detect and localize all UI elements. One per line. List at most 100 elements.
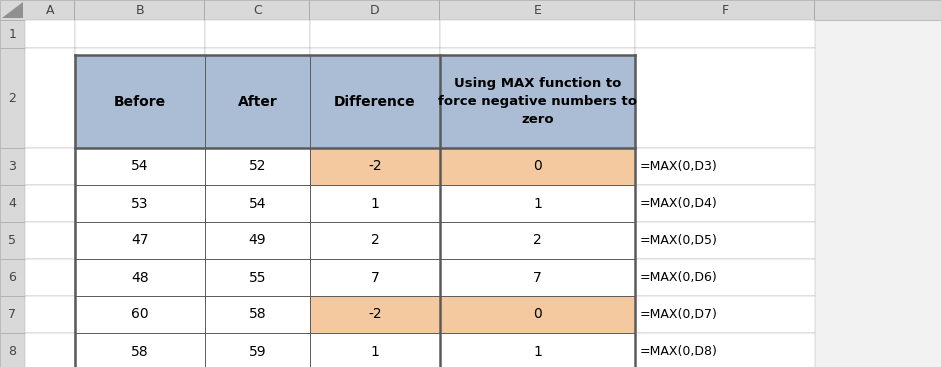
Bar [205,259,310,296]
Bar [75,20,205,48]
Bar [310,148,440,185]
Text: A: A [46,4,55,17]
Bar [205,185,310,222]
Bar [635,333,815,367]
Polygon shape [2,2,23,18]
Bar [440,20,635,48]
Bar [440,185,635,222]
Text: =MAX(0,D6): =MAX(0,D6) [640,271,718,284]
Text: =MAX(0,D3): =MAX(0,D3) [640,160,718,173]
Bar [0,296,25,333]
Bar [25,296,75,333]
Text: 54: 54 [131,160,149,174]
Bar [75,222,205,259]
Text: After: After [238,94,278,109]
Bar [310,222,440,259]
Bar [635,185,815,222]
Bar [205,148,310,185]
Bar [75,185,205,222]
Text: 0: 0 [534,308,542,321]
Bar [0,259,25,296]
Bar [205,20,310,48]
Bar [440,148,635,185]
Bar [205,48,310,148]
Bar [440,48,635,148]
Bar [205,148,310,185]
Bar [310,296,440,333]
Text: C: C [253,4,262,17]
Bar [440,296,635,333]
Bar [635,296,815,333]
Text: =MAX(0,D4): =MAX(0,D4) [640,197,718,210]
Bar [25,333,75,367]
Text: -2: -2 [368,308,382,321]
Bar [75,296,205,333]
Bar [310,20,440,48]
Text: 55: 55 [248,270,266,284]
Bar [0,148,25,185]
Bar [310,148,440,185]
Text: E: E [534,4,541,17]
Text: 7: 7 [8,308,17,321]
Bar [205,55,310,148]
Bar [310,296,440,333]
Bar [75,259,205,296]
Bar [440,296,635,333]
Text: =MAX(0,D5): =MAX(0,D5) [640,234,718,247]
Bar [205,333,310,367]
Bar [310,333,440,367]
Text: 58: 58 [248,308,266,321]
Bar [0,48,25,148]
Text: 2: 2 [534,233,542,247]
Text: F: F [722,4,728,17]
Bar [75,48,205,148]
Text: -2: -2 [368,160,382,174]
Bar [0,185,25,222]
Text: 59: 59 [248,345,266,359]
Bar [25,148,75,185]
Text: 52: 52 [248,160,266,174]
Text: 7: 7 [534,270,542,284]
Bar [75,333,205,367]
Bar [205,185,310,222]
Text: 1: 1 [8,28,16,40]
Bar [635,222,815,259]
Bar [440,185,635,222]
Bar [0,333,25,367]
Text: 0: 0 [534,160,542,174]
Text: 1: 1 [371,196,379,211]
Bar [25,185,75,222]
Bar [440,259,635,296]
Text: Using MAX function to
force negative numbers to
zero: Using MAX function to force negative num… [438,77,637,126]
Bar [75,148,205,185]
Text: 1: 1 [371,345,379,359]
Text: 1: 1 [533,196,542,211]
Text: 49: 49 [248,233,266,247]
Bar [815,0,816,20]
Bar [75,222,205,259]
Bar [440,333,635,367]
Text: 6: 6 [8,271,16,284]
Bar [204,0,205,20]
Bar [310,185,440,222]
Bar [440,148,635,185]
Text: 2: 2 [371,233,379,247]
Text: 58: 58 [131,345,149,359]
Bar [310,222,440,259]
Text: =MAX(0,D7): =MAX(0,D7) [640,308,718,321]
Bar [310,259,440,296]
Bar [25,20,75,48]
Bar [440,222,635,259]
Bar [635,259,815,296]
Bar [310,185,440,222]
Bar [205,296,310,333]
Bar [440,333,635,367]
Text: B: B [136,4,144,17]
Bar [25,222,75,259]
Bar [440,55,635,148]
Text: =MAX(0,D8): =MAX(0,D8) [640,345,718,358]
Text: 54: 54 [248,196,266,211]
Bar [75,55,205,148]
Text: 7: 7 [371,270,379,284]
Bar [205,296,310,333]
